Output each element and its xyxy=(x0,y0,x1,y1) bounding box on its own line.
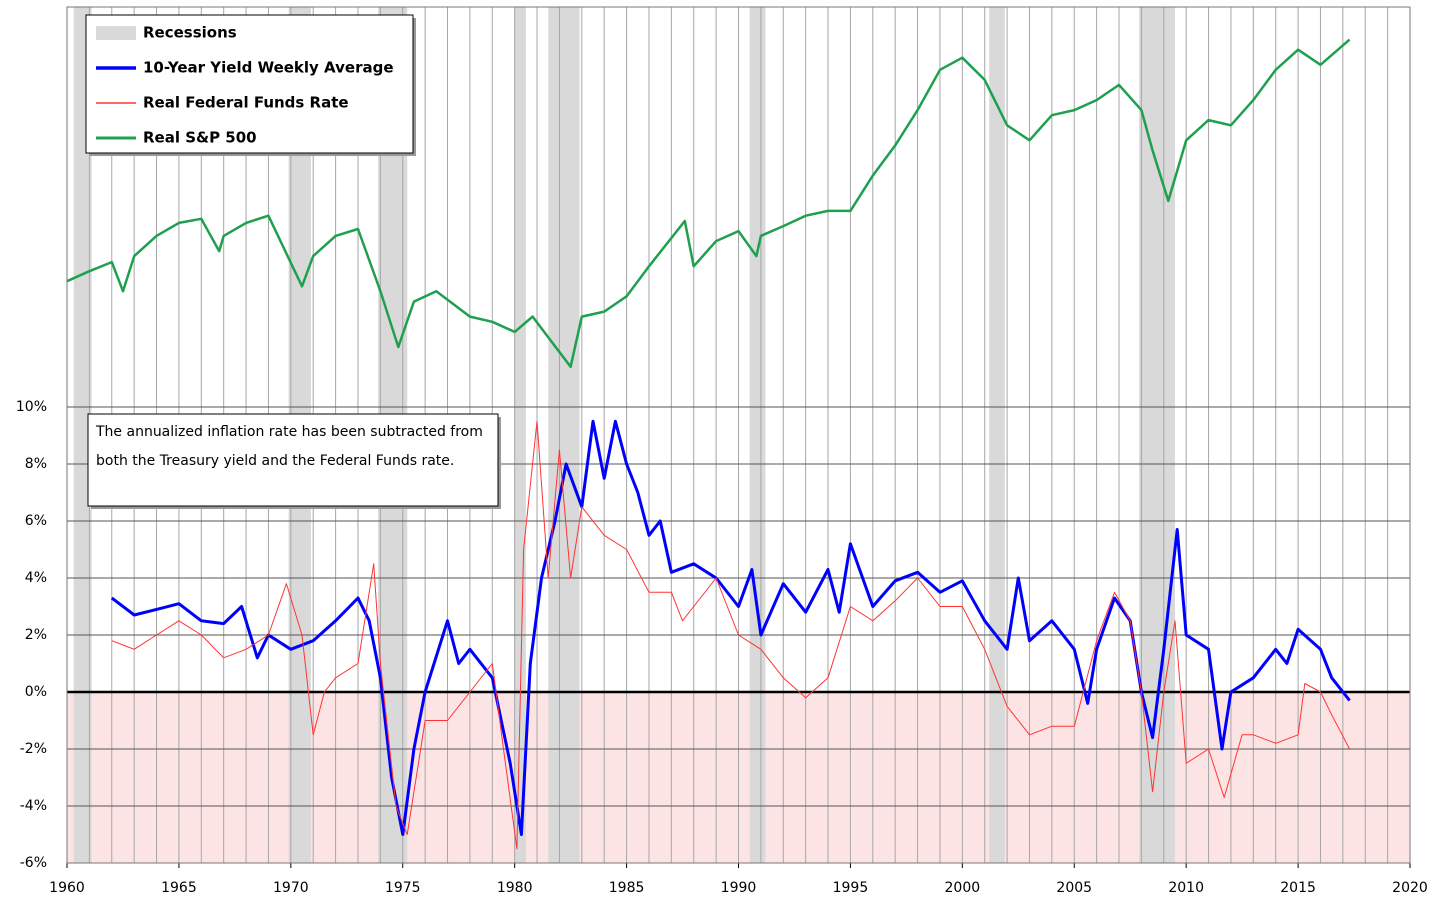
recession-band xyxy=(514,7,526,863)
x-tick-label: 1985 xyxy=(609,880,645,896)
y-tick-label: 2% xyxy=(25,627,47,643)
x-tick-label: 2010 xyxy=(1168,880,1204,896)
y-tick-label: 6% xyxy=(25,513,47,529)
legend: Recessions 10-Year Yield Weekly Average Re… xyxy=(85,14,416,156)
recession-band xyxy=(73,7,92,863)
recession-band xyxy=(749,7,766,863)
legend-label: Recessions xyxy=(143,24,237,42)
annotation: The annualized inflation rate has been s… xyxy=(87,413,501,509)
recession-band xyxy=(1139,7,1175,863)
y-tick-label: 10% xyxy=(16,399,47,415)
legend-box xyxy=(85,14,414,154)
legend-label: 10-Year Yield Weekly Average xyxy=(143,59,394,77)
x-tick-label: 1990 xyxy=(721,880,757,896)
x-tick-label: 2005 xyxy=(1056,880,1092,896)
y-tick-label: 4% xyxy=(25,570,47,586)
x-tick-label: 2000 xyxy=(945,880,981,896)
plot-border xyxy=(66,6,1411,864)
y-tick-label: -6% xyxy=(20,855,47,871)
recession-band xyxy=(989,7,1005,863)
annotation-line: The annualized inflation rate has been s… xyxy=(95,424,483,440)
y-tick-label: -4% xyxy=(20,798,47,814)
x-tick-label: 2015 xyxy=(1280,880,1316,896)
legend-swatch xyxy=(96,26,136,40)
y-tick-label: -2% xyxy=(20,741,47,757)
series-line xyxy=(110,419,1351,836)
y-tick-label: 0% xyxy=(25,684,47,700)
x-tick-label: 1980 xyxy=(497,880,533,896)
series-line xyxy=(66,38,1351,369)
plot-foreground: 1960 1965 1970 1975 1980 1985 1990 1995 2000 2005… xyxy=(16,6,1428,896)
series-line xyxy=(111,420,1351,850)
x-tick-label: 1965 xyxy=(161,880,197,896)
annotation-text: The annualized inflation rate has been s… xyxy=(95,424,483,469)
x-tick-label: 1960 xyxy=(49,880,85,896)
y-tick-label: 8% xyxy=(25,456,47,472)
legend-label: Real S&P 500 xyxy=(143,129,257,147)
x-tick-label: 1975 xyxy=(385,880,421,896)
annotation-box xyxy=(87,413,499,507)
legend-label: Real Federal Funds Rate xyxy=(143,94,349,112)
plot-background xyxy=(66,7,1411,864)
x-tick-label: 1970 xyxy=(273,880,309,896)
annotation-line: both the Treasury yield and the Federal … xyxy=(96,453,454,469)
x-tick-label: 2020 xyxy=(1392,880,1428,896)
recession-band xyxy=(548,7,580,863)
x-tick-label: 1995 xyxy=(833,880,869,896)
